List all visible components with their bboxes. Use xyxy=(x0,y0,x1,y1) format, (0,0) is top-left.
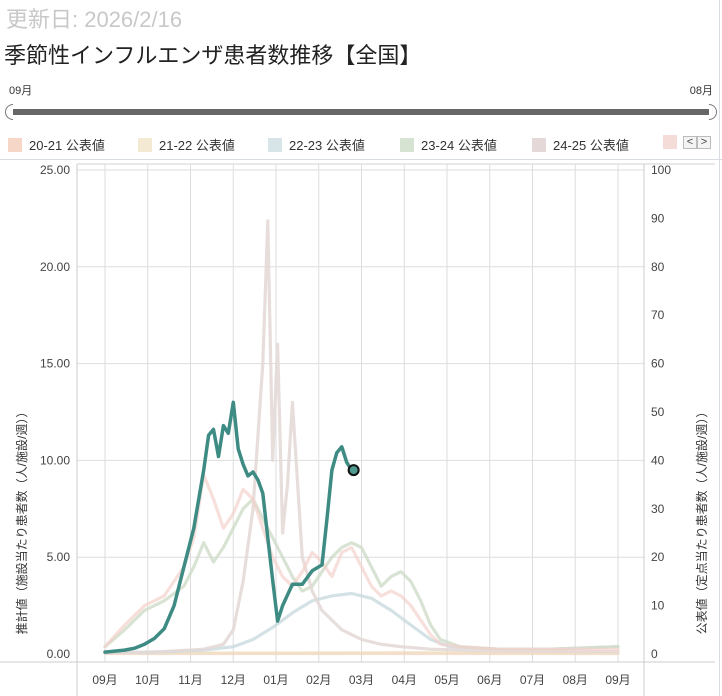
range-slider-start-handle[interactable] xyxy=(5,104,13,120)
svg-text:03月: 03月 xyxy=(349,673,374,687)
svg-text:30: 30 xyxy=(651,502,665,516)
right-axis-title: 公表値（定点当たり患者数（人/施設/週）） xyxy=(694,406,709,635)
svg-text:02月: 02月 xyxy=(306,673,331,687)
svg-text:01月: 01月 xyxy=(263,673,288,687)
legend-pager: < > xyxy=(683,136,711,149)
svg-text:90: 90 xyxy=(651,211,665,225)
legend-label: 21-22 公表値 xyxy=(159,138,235,153)
svg-text:07月: 07月 xyxy=(520,673,545,687)
range-end-label: 08月 xyxy=(689,85,713,97)
series-line xyxy=(103,650,620,655)
frame-border xyxy=(719,0,720,696)
chart-axes: 0.00 5.00 10.00 15.00 20.00 25.00 0 10 20 30 40 50 6… xyxy=(0,163,715,696)
svg-text:10: 10 xyxy=(651,599,665,613)
range-slider-track[interactable] xyxy=(10,109,712,115)
legend-label: 22-23 公表値 xyxy=(289,138,365,153)
line-chart: 0.00 5.00 10.00 15.00 20.00 25.00 0 10 20 30 40 50 6… xyxy=(0,163,715,696)
svg-text:05月: 05月 xyxy=(434,673,459,687)
legend-swatch xyxy=(400,137,414,152)
chart-series xyxy=(103,219,620,656)
svg-text:10.00: 10.00 xyxy=(40,453,70,467)
left-axis-title: 推計値（施設当たり患者数（人/施設/週）） xyxy=(14,406,29,635)
svg-text:25.00: 25.00 xyxy=(40,163,70,177)
updated-date: 更新日: 2026/2/16 xyxy=(6,7,183,32)
legend-label: 23-24 公表値 xyxy=(421,138,497,153)
range-slider-end-handle[interactable] xyxy=(709,104,717,120)
svg-text:11月: 11月 xyxy=(178,673,202,687)
range-start-label: 09月 xyxy=(9,85,33,97)
legend-swatch xyxy=(8,137,22,152)
series-line xyxy=(103,400,354,654)
chart-legend: 20-21 公表値 21-22 公表値 22-23 公表値 23-24 公表値 … xyxy=(0,135,722,157)
page-title: 季節性インフルエンザ患者数推移【全国】 xyxy=(4,43,422,68)
svg-text:09月: 09月 xyxy=(605,673,630,687)
legend-item-22-23[interactable]: 22-23 公表値 xyxy=(268,135,365,154)
legend-swatch xyxy=(663,135,677,149)
legend-swatch xyxy=(532,137,546,152)
svg-text:80: 80 xyxy=(651,260,665,274)
svg-text:08月: 08月 xyxy=(563,673,588,687)
legend-swatch xyxy=(138,137,152,152)
legend-item-25-26[interactable] xyxy=(663,135,684,149)
legend-item-20-21[interactable]: 20-21 公表値 xyxy=(8,135,105,154)
svg-text:50: 50 xyxy=(651,405,665,419)
svg-text:40: 40 xyxy=(651,453,665,467)
legend-label: 20-21 公表値 xyxy=(29,138,105,153)
svg-text:0.00: 0.00 xyxy=(47,647,71,661)
legend-swatch xyxy=(268,137,282,152)
current-value-marker xyxy=(347,464,360,477)
svg-text:100: 100 xyxy=(651,163,671,177)
svg-text:15.00: 15.00 xyxy=(40,357,70,371)
svg-text:70: 70 xyxy=(651,308,665,322)
legend-prev-button[interactable]: < xyxy=(683,136,697,149)
svg-text:04月: 04月 xyxy=(392,673,417,687)
svg-text:20.00: 20.00 xyxy=(40,260,70,274)
svg-text:12月: 12月 xyxy=(221,673,246,687)
series-line xyxy=(103,219,620,655)
legend-item-23-24[interactable]: 23-24 公表値 xyxy=(400,135,497,154)
legend-label: 24-25 公表値 xyxy=(553,138,629,153)
legend-item-24-25[interactable]: 24-25 公表値 xyxy=(532,135,629,154)
svg-text:60: 60 xyxy=(651,357,665,371)
svg-text:5.00: 5.00 xyxy=(47,550,71,564)
legend-divider xyxy=(0,159,722,160)
svg-text:09月: 09月 xyxy=(92,673,117,687)
svg-text:20: 20 xyxy=(651,550,665,564)
legend-item-21-22[interactable]: 21-22 公表値 xyxy=(138,135,235,154)
svg-text:06月: 06月 xyxy=(477,673,502,687)
svg-text:0: 0 xyxy=(651,647,658,661)
chart-grid xyxy=(77,163,715,662)
legend-next-button[interactable]: > xyxy=(697,136,711,149)
svg-text:10月: 10月 xyxy=(135,673,160,687)
